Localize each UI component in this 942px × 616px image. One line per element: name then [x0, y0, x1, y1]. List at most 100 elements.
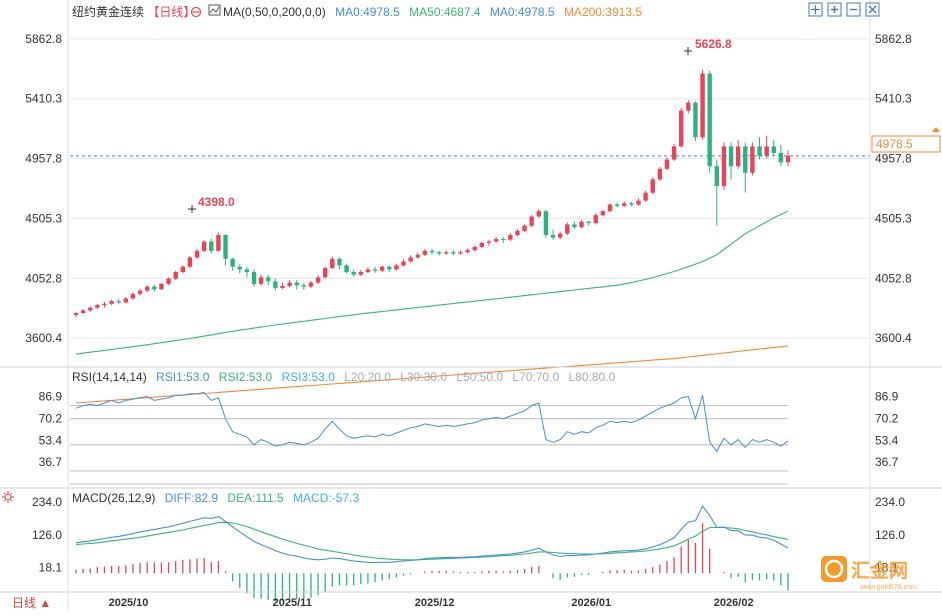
candle-down	[209, 241, 214, 251]
indicator-settings-icon[interactable]	[208, 4, 221, 16]
symbol-label: 纽约黄金连续	[72, 4, 144, 19]
candle-up	[187, 257, 193, 267]
l70-label: L70:70.0	[512, 370, 559, 384]
date-label: 2025/10	[109, 597, 149, 609]
rsi3-label: RSI3:53.0	[282, 370, 336, 384]
candle-down	[451, 252, 456, 254]
zoom-out-icon[interactable]	[846, 2, 861, 17]
candle-down	[387, 266, 392, 270]
period-tag[interactable]: 【日线】	[147, 5, 195, 19]
candle-up	[102, 303, 107, 306]
candle-up	[750, 146, 755, 173]
diff-label: DIFF:82.9	[165, 491, 219, 505]
candle-down	[230, 258, 235, 267]
current-price-tag: 4978.5	[876, 137, 913, 151]
l30-label: L30:30.0	[400, 370, 447, 384]
candle-up	[159, 283, 164, 290]
candle-down	[351, 272, 356, 275]
candle-up	[529, 216, 534, 226]
candle-down	[629, 203, 634, 205]
current-price-arrow	[932, 127, 940, 132]
candle-up	[401, 261, 406, 266]
candle-up	[678, 110, 684, 147]
rsi1-label: RSI1:53.0	[156, 370, 210, 384]
period-button[interactable]: 日线 ▲	[12, 596, 51, 610]
candle-down	[500, 238, 506, 240]
rsi-series	[70, 391, 789, 485]
macd-legend: MACD(26,12,9) DIFF:82.9 DEA:111.5 MACD:-…	[72, 491, 359, 505]
high-marker	[684, 47, 692, 55]
rsi-line	[75, 391, 789, 453]
macd-settings-icon[interactable]	[2, 491, 14, 503]
macd-series	[75, 505, 789, 602]
move-icon[interactable]	[808, 2, 823, 17]
indicator-label: MA(0,50,0,200,0,0)	[223, 5, 326, 19]
l20-label: L20:20.0	[344, 370, 391, 384]
candle-up	[536, 211, 542, 217]
indicator-settings-icon-line	[209, 6, 220, 14]
low-marker	[188, 205, 196, 213]
candle-up	[607, 204, 613, 212]
candle-down	[337, 258, 342, 266]
candle-down	[693, 102, 698, 138]
candle-up	[315, 277, 321, 283]
candle-up	[721, 146, 727, 187]
legend-ma50: MA50:4687.4	[409, 5, 481, 19]
date-label: 2026/01	[571, 597, 611, 609]
price-tick-label-right: 5862.8	[875, 32, 912, 46]
zoom-in-icon[interactable]	[827, 2, 842, 17]
candle-up	[394, 265, 399, 270]
l50-label: L50:50.0	[456, 370, 503, 384]
watermark-text: 汇金网	[851, 559, 908, 582]
candle-up	[144, 286, 150, 291]
macd-tick-label-left: 126.0	[32, 528, 62, 542]
price-tick-label-left: 4957.8	[25, 152, 62, 166]
macd-tick-label-left: 234.0	[32, 495, 62, 509]
legend-ma0-b: MA0:4978.5	[490, 5, 555, 19]
candle-up	[622, 203, 627, 206]
price-tick-label-left: 5410.3	[25, 92, 62, 106]
ma50-line	[75, 210, 789, 355]
candle-down	[223, 234, 228, 259]
candle-up	[579, 221, 584, 228]
date-label: 2025/11	[273, 597, 312, 609]
rsi-tick-label-left: 70.2	[39, 411, 63, 425]
date-label: 2025/12	[415, 597, 455, 609]
header-legend: 纽约黄金连续 【日线】	[72, 4, 195, 19]
candle-up	[95, 305, 100, 308]
candle-up	[700, 73, 705, 138]
current-price-tag-box	[871, 135, 941, 153]
candle-up	[88, 307, 93, 311]
high-label: 5626.8	[695, 37, 732, 51]
candle-up	[80, 310, 86, 314]
candle-down	[429, 250, 435, 253]
close-icon[interactable]	[865, 2, 880, 17]
candle-up	[422, 250, 428, 255]
candle-down	[757, 146, 762, 156]
candle-up	[643, 192, 648, 201]
candle-down	[116, 301, 121, 303]
candle-up	[671, 146, 677, 160]
candle-down	[436, 252, 442, 254]
rsi-tick-label-right: 53.4	[875, 433, 899, 447]
candle-up	[308, 282, 314, 287]
candle-down	[543, 211, 549, 235]
add-compare-icon[interactable]	[190, 6, 202, 18]
rsi-tick-label-left: 53.4	[39, 433, 63, 447]
candle-up	[330, 258, 335, 269]
candle-up	[664, 159, 670, 169]
candle-up	[465, 250, 470, 253]
candle-down	[550, 234, 556, 238]
candle-down	[778, 152, 784, 163]
candle-up	[493, 238, 499, 242]
candle-up	[287, 282, 292, 286]
candle-up	[657, 168, 663, 180]
dea-line	[75, 521, 789, 561]
candle-up	[636, 200, 641, 205]
candle-up	[593, 215, 598, 224]
candle-down	[294, 282, 299, 286]
candle-up	[472, 246, 477, 251]
candle-down	[614, 204, 620, 206]
candle-down	[586, 221, 591, 224]
